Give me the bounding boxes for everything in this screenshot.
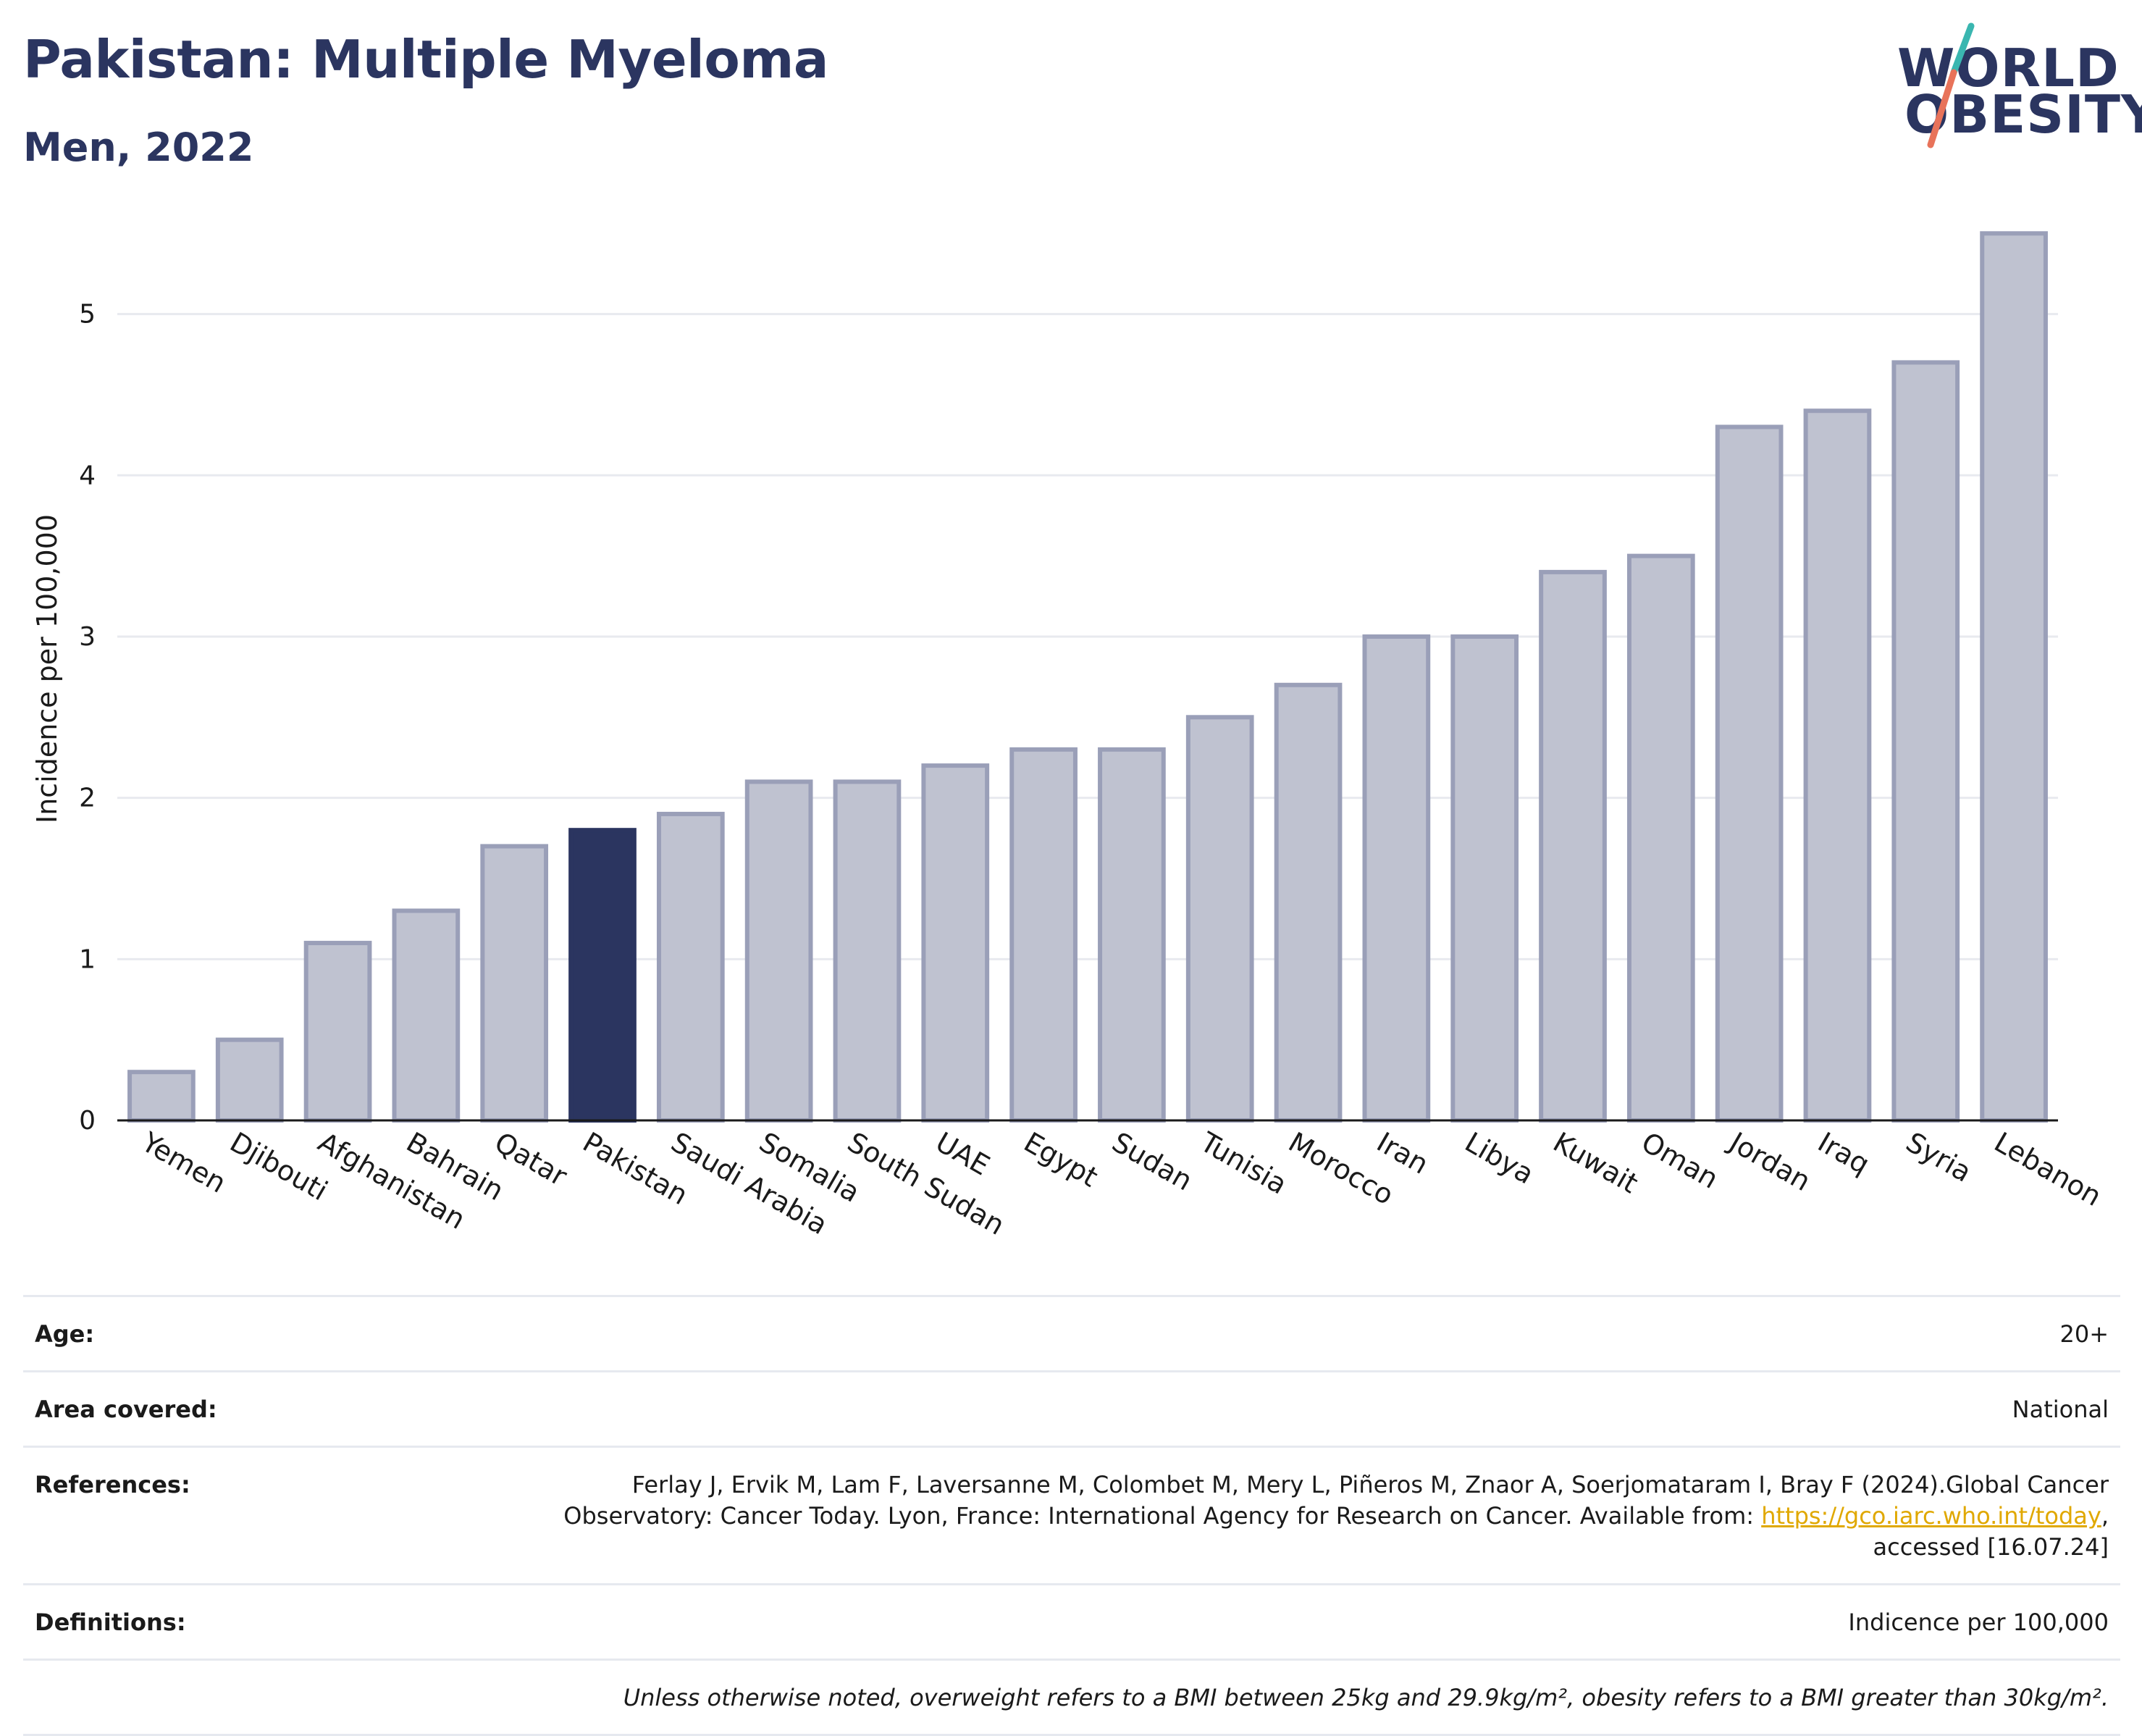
definitions-label: Definitions: [35, 1609, 186, 1636]
logo-line-1: WORLD [1897, 38, 2120, 98]
y-tick-label: 2 [79, 784, 96, 813]
bar-somalia [744, 779, 813, 1123]
page-subtitle: Men, 2022 [23, 125, 254, 170]
references-link[interactable]: https://gco.iarc.who.int/today [1761, 1502, 2101, 1530]
bar-uae [921, 763, 990, 1123]
x-tick-label: Iran [1372, 1126, 1434, 1181]
y-tick-label: 1 [79, 944, 96, 974]
x-tick-label: Lebanon [1989, 1126, 2107, 1212]
bar-south-sudan [833, 779, 902, 1123]
bmi-note: Unless otherwise noted, overweight refer… [623, 1684, 2109, 1711]
x-tick-label: Yemen [136, 1125, 232, 1199]
bar-libya [1450, 634, 1519, 1123]
info-table: Age: 20+ Area covered: National Referenc… [23, 1295, 2120, 1736]
bar-yemen [127, 1070, 196, 1123]
bar-saudi-arabia [656, 811, 725, 1123]
bar-syria [1891, 360, 1960, 1123]
bar-lebanon [1980, 231, 2048, 1123]
references-line-1: Ferlay J, Ervik M, Lam F, Laversanne M, … [631, 1471, 2109, 1498]
bar-bahrain [392, 908, 461, 1123]
references-comma: , [2101, 1502, 2109, 1530]
definitions-value: Indicence per 100,000 [1848, 1609, 2109, 1636]
x-tick-label: South Sudan [842, 1126, 1010, 1241]
bar-sudan [1098, 747, 1166, 1123]
info-row-references: References: Ferlay J, Ervik M, Lam F, La… [23, 1446, 2120, 1583]
bar-afghanistan [303, 941, 372, 1123]
y-tick-label: 3 [79, 622, 96, 652]
y-tick-label: 5 [79, 300, 96, 330]
bar-pakistan [568, 828, 637, 1123]
x-tick-label: Afghanistan [313, 1126, 471, 1236]
x-tick-label: Libya [1460, 1126, 1540, 1191]
x-tick-label: Syria [1901, 1126, 1977, 1188]
references-line-2: Observatory: Cancer Today. Lyon, France:… [563, 1502, 1762, 1530]
logo-slash-icon [1927, 22, 1975, 148]
bar-oman [1626, 553, 1695, 1123]
references-label: References: [35, 1471, 190, 1498]
area-value: National [2012, 1396, 2109, 1423]
bar-egypt [1009, 747, 1078, 1123]
world-obesity-logo[interactable]: WORLD OBESITY [1883, 22, 2142, 152]
x-tick-label: Iraq [1813, 1126, 1875, 1181]
bar-djibouti [215, 1037, 284, 1123]
bar-chart: 0 1 2 3 4 5 Incidence per 100,000 YemenDjibouti… [31, 231, 2107, 1241]
y-tick-label: 4 [79, 461, 96, 490]
x-tick-label: Djibouti [224, 1126, 333, 1207]
info-row-definitions: Definitions: Indicence per 100,000 [23, 1583, 2120, 1659]
y-tick-label: 0 [79, 1106, 96, 1136]
bar-iran [1362, 634, 1431, 1123]
x-tick-label: Tunisia [1194, 1125, 1292, 1201]
bar-jordan [1715, 424, 1784, 1123]
x-tick-label: Kuwait [1548, 1126, 1644, 1200]
bar-qatar [480, 844, 549, 1123]
x-tick-label: Jordan [1723, 1125, 1815, 1198]
age-label: Age: [35, 1320, 95, 1348]
references-line-3: accessed [16.07.24] [1873, 1533, 2109, 1561]
bar-kuwait [1539, 569, 1607, 1123]
x-tick-label: Egypt [1019, 1126, 1104, 1194]
page-title: Pakistan: Multiple Myeloma [23, 29, 828, 90]
bar-iraq [1803, 408, 1872, 1123]
area-label: Area covered: [35, 1396, 217, 1423]
info-row-age: Age: 20+ [23, 1295, 2120, 1370]
x-tick-label: Oman [1636, 1126, 1723, 1195]
info-row-area: Area covered: National [23, 1370, 2120, 1446]
age-value: 20+ [2059, 1320, 2109, 1348]
bar-tunisia [1185, 715, 1254, 1123]
bar-morocco [1274, 682, 1343, 1123]
x-tick-label: Sudan [1106, 1126, 1198, 1197]
y-axis-label: Incidence per 100,000 [31, 514, 63, 823]
info-row-note: Unless otherwise noted, overweight refer… [23, 1659, 2120, 1736]
references-value: Ferlay J, Ervik M, Lam F, Laversanne M, … [563, 1469, 2109, 1563]
